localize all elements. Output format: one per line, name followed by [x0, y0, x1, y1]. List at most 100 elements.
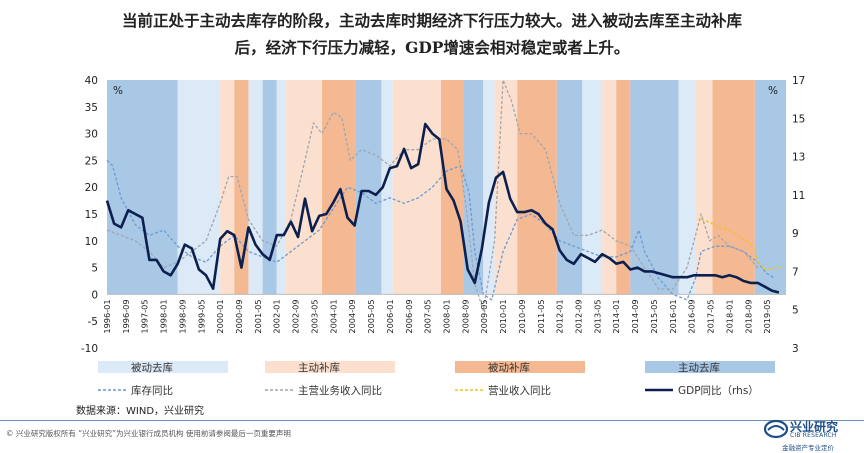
legend-swatch-phase-0 [98, 361, 228, 373]
x-tick-label: 1999-05 [196, 299, 206, 333]
x-tick-label: 2012-01 [555, 299, 565, 333]
x-tick-label: 2018-01 [724, 299, 734, 333]
x-tick-label: 2019-05 [762, 299, 772, 333]
right-tick-label: 17 [792, 75, 805, 87]
phase-band-14 [483, 80, 495, 295]
left-tick-label: 30 [85, 129, 98, 141]
phase-band-1 [177, 80, 221, 295]
right-tick-label: 3 [792, 343, 799, 355]
phase-band-19 [602, 80, 617, 295]
cib-logo-mark-icon [764, 419, 788, 439]
phase-band-23 [695, 80, 713, 295]
x-tick-label: 2006-09 [404, 299, 414, 333]
x-tick-label: 2018-09 [743, 299, 753, 333]
footer-copyright: © 兴业研究版权所有 “兴业研究”为兴业银行成员机构 使用前请参阅最后一页重要声… [6, 429, 291, 438]
legend-label-series-2: 营业收入同比 [488, 384, 551, 397]
x-tick-label: 1997-05 [140, 299, 150, 333]
x-tick-label: 2006-01 [385, 299, 395, 333]
x-tick-label: 1996-01 [102, 299, 112, 333]
x-tick-label: 2003-05 [309, 299, 319, 333]
phase-band-25 [754, 80, 786, 295]
x-tick-label: 2016-09 [687, 299, 697, 333]
x-tick-label: 2015-05 [649, 299, 659, 333]
x-tick-label: 2000-09 [234, 299, 244, 333]
x-tick-label: 2010-09 [517, 299, 527, 333]
x-tick-label: 2016-01 [668, 299, 678, 333]
phase-band-22 [678, 80, 696, 295]
x-tick-label: 2001-05 [253, 299, 263, 333]
left-tick-label: 25 [85, 155, 98, 167]
legend-label-phase-3: 主动去库 [678, 361, 720, 374]
legend-swatch-phase-2 [455, 361, 585, 373]
series-line-3 [105, 122, 780, 294]
phase-band-9 [355, 80, 382, 295]
series-line-2 [700, 218, 784, 271]
x-tick-label: 2017-05 [706, 299, 716, 333]
phase-band-20 [616, 80, 631, 295]
left-tick-label: 0 [91, 289, 98, 301]
logo-cn: 兴业研究 [790, 420, 839, 434]
x-tick-label: 1998-01 [159, 299, 169, 333]
legend-label-series-1: 主营业务收入同比 [298, 384, 382, 397]
x-tick-label: 2011-05 [536, 299, 546, 333]
phase-band-6 [276, 80, 286, 295]
phase-band-7 [285, 80, 323, 295]
right-tick-label: 9 [792, 228, 799, 240]
legend-label-phase-0: 被动去库 [131, 361, 173, 374]
legend-swatch-phase-1 [265, 361, 395, 373]
phase-band-10 [381, 80, 393, 295]
x-tick-label: 2012-09 [574, 299, 584, 333]
x-tick-label: 2002-01 [272, 299, 282, 333]
right-tick-label: 5 [792, 305, 799, 317]
footer-divider [0, 420, 864, 421]
right-axis-unit: % [768, 85, 778, 97]
x-tick-label: 2004-01 [328, 299, 338, 333]
x-tick-label: 2000-01 [215, 299, 225, 333]
x-tick-label: 2004-09 [347, 299, 357, 333]
logo-en: CIB RESEARCH [790, 432, 837, 439]
phase-band-21 [630, 80, 679, 295]
series-layer [105, 79, 784, 312]
left-tick-label: 35 [85, 102, 98, 114]
left-axis-unit: % [113, 85, 123, 97]
x-tick-label: 2013-05 [592, 299, 602, 333]
left-tick-label: 20 [85, 182, 98, 194]
phase-band-12 [440, 80, 464, 295]
right-tick-label: 13 [792, 152, 805, 164]
x-tick-label: 2010-01 [498, 299, 508, 333]
x-tick-label: 2008-01 [442, 299, 452, 333]
phase-band-0 [107, 80, 178, 295]
x-tick-label: 2005-05 [366, 299, 376, 333]
phase-band-24 [712, 80, 755, 295]
phase-band-18 [582, 80, 603, 295]
x-tick-label: 2002-09 [291, 299, 301, 333]
legend-label-series-3: GDP同比（rhs） [678, 384, 759, 397]
phase-band-2 [220, 80, 235, 295]
legend-label-series-0: 库存同比 [131, 384, 173, 397]
left-tick-label: 40 [85, 75, 98, 87]
headline-line-1: 当前正处于主动去库存的阶段，主动去库时期经济下行压力较大。进入被动去库至主动补库 [121, 11, 742, 30]
x-tick-label: 2014-09 [630, 299, 640, 333]
left-tick-label: 15 [85, 209, 98, 221]
phase-band-4 [248, 80, 263, 295]
headline-line-2: 后，经济下行压力减轻，GDP增速会相对稳定或者上升。 [234, 38, 630, 57]
right-tick-label: 7 [792, 266, 799, 278]
x-tick-label: 1998-09 [177, 299, 187, 333]
x-tick-label: 2014-01 [611, 299, 621, 333]
source-note: 数据来源：WIND，兴业研究 [76, 406, 205, 417]
phase-band-8 [322, 80, 356, 295]
logo-tagline: 金融资产专业定价 [782, 444, 834, 452]
right-tick-label: 11 [792, 190, 805, 202]
phase-band-16 [517, 80, 557, 295]
x-tick-label: 2008-09 [460, 299, 470, 333]
legend-label-phase-1: 主动补库 [298, 361, 340, 374]
x-tick-label: 2007-05 [423, 299, 433, 333]
left-tick-label: -5 [88, 316, 98, 328]
left-tick-label: 5 [91, 263, 98, 275]
x-tick-label: 1996-09 [121, 299, 131, 333]
left-tick-label: 10 [85, 236, 98, 248]
phase-band-5 [262, 80, 277, 295]
